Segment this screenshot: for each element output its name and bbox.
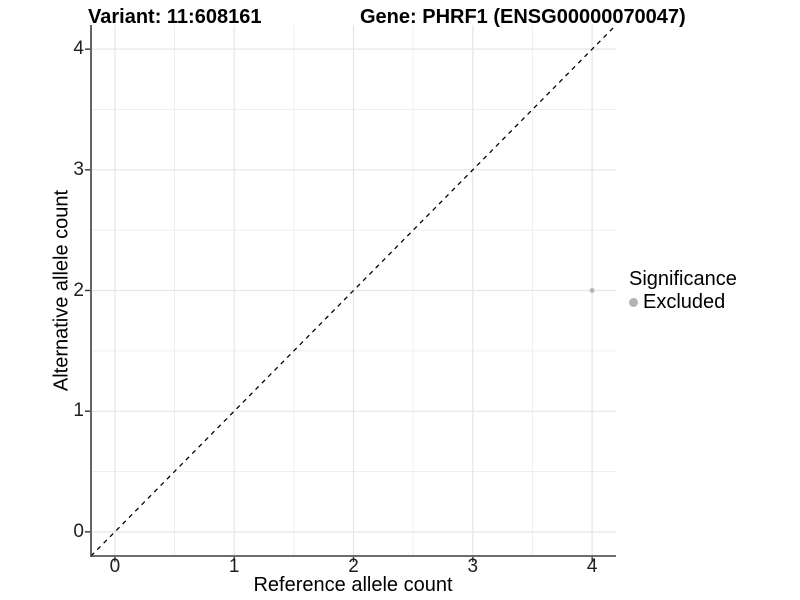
identity-reference-line xyxy=(90,24,617,557)
x-tick-label: 3 xyxy=(467,556,479,577)
legend-title: Significance xyxy=(629,268,737,290)
legend-entry-label: Excluded xyxy=(643,291,726,313)
x-axis-title: Reference allele count xyxy=(253,574,453,596)
gene-title: Gene: PHRF1 (ENSG00000070047) xyxy=(360,6,686,28)
legend: Significance Excluded xyxy=(629,268,737,314)
data-point xyxy=(589,288,595,293)
y-tick-label: 0 xyxy=(73,520,84,542)
x-tick-label: 2 xyxy=(348,556,359,577)
legend-point-icon xyxy=(629,298,638,307)
y-tick-label: 3 xyxy=(73,158,84,180)
x-tick-label: 1 xyxy=(228,556,240,577)
x-tick-label: 0 xyxy=(109,556,121,577)
y-tick-label: 4 xyxy=(73,38,84,60)
y-tick-label: 1 xyxy=(73,400,84,422)
legend-entry-excluded: Excluded xyxy=(629,291,737,314)
variant-title: Variant: 11:608161 xyxy=(88,6,262,28)
x-tick-label: 4 xyxy=(586,556,598,577)
y-tick-label: 2 xyxy=(73,279,84,301)
